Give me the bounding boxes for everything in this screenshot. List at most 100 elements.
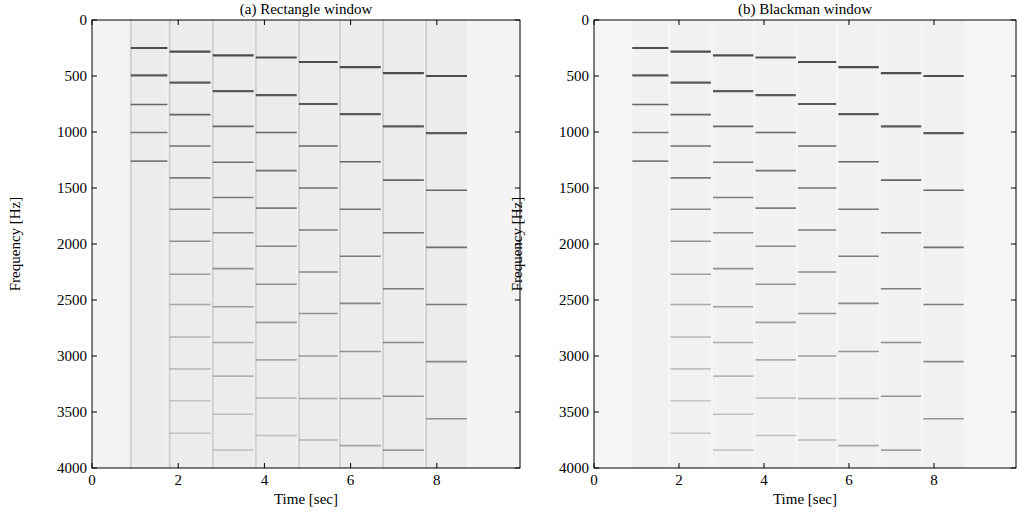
- tick: [594, 356, 599, 357]
- harmonic: [923, 75, 963, 77]
- harmonic: [713, 306, 753, 308]
- harmonic: [383, 125, 424, 127]
- harmonic: [881, 449, 921, 451]
- harmonic: [299, 439, 338, 441]
- tick: [1011, 188, 1016, 189]
- note-region: [256, 20, 297, 468]
- harmonic: [713, 90, 753, 92]
- tick: [92, 463, 93, 468]
- plot-background: [92, 20, 520, 468]
- harmonic: [881, 72, 921, 74]
- harmonic: [426, 418, 467, 420]
- tick-label: 1000: [57, 124, 87, 140]
- harmonic: [213, 197, 254, 199]
- harmonic: [383, 342, 424, 344]
- note-region: [881, 20, 921, 468]
- harmonic: [755, 170, 795, 172]
- harmonic: [670, 273, 710, 275]
- harmonic: [340, 303, 381, 305]
- note-region: [923, 20, 963, 468]
- harmonic: [713, 232, 753, 234]
- panel: 0500100015002000250030003500400002468(b)…: [509, 1, 1016, 507]
- harmonic: [213, 375, 254, 377]
- harmonic: [256, 207, 297, 209]
- tick: [92, 244, 97, 245]
- onset-streak: [212, 20, 214, 468]
- harmonic: [213, 268, 254, 270]
- tick: [92, 188, 97, 189]
- harmonic: [923, 132, 963, 134]
- onset-streak: [298, 20, 300, 468]
- harmonic: [340, 66, 381, 68]
- note-region: [838, 20, 878, 468]
- harmonic: [170, 50, 211, 52]
- harmonic: [170, 177, 211, 179]
- harmonic: [340, 161, 381, 163]
- harmonic: [299, 271, 338, 273]
- tick: [1011, 132, 1016, 133]
- y-axis-title: Frequency [Hz]: [7, 197, 23, 292]
- harmonic: [131, 74, 168, 76]
- tick-label: 3000: [559, 348, 589, 364]
- harmonic: [383, 232, 424, 234]
- tick: [92, 20, 93, 25]
- harmonic: [170, 114, 211, 116]
- harmonic: [670, 432, 710, 434]
- tick: [763, 463, 764, 468]
- harmonic: [755, 56, 795, 58]
- harmonic: [383, 396, 424, 398]
- harmonic: [213, 54, 254, 56]
- harmonic: [170, 368, 211, 370]
- harmonic: [426, 75, 467, 77]
- harmonic: [340, 256, 381, 258]
- marks: [632, 20, 963, 468]
- harmonic: [170, 273, 211, 275]
- harmonic: [299, 313, 338, 315]
- tick: [594, 132, 599, 133]
- harmonic: [713, 54, 753, 56]
- tick: [515, 300, 520, 301]
- harmonic: [670, 114, 710, 116]
- harmonic: [170, 400, 211, 402]
- harmonic: [670, 240, 710, 242]
- harmonic: [798, 61, 836, 63]
- tick-label: 4: [261, 472, 269, 488]
- harmonic: [755, 132, 795, 134]
- harmonic: [670, 50, 710, 52]
- tick: [1011, 356, 1016, 357]
- tick: [178, 463, 179, 468]
- x-axis-title: Time [sec]: [274, 491, 338, 507]
- harmonic: [632, 47, 668, 49]
- tick: [350, 463, 351, 468]
- harmonic: [881, 232, 921, 234]
- harmonic: [256, 322, 297, 324]
- tick-label: 2500: [559, 292, 589, 308]
- note-region: [340, 20, 381, 468]
- harmonic: [213, 306, 254, 308]
- tick-label: 3000: [57, 348, 87, 364]
- onset-streak: [425, 20, 427, 468]
- tick-label: 0: [590, 472, 598, 488]
- harmonic: [798, 398, 836, 400]
- tick: [1011, 244, 1016, 245]
- harmonic: [213, 90, 254, 92]
- tick: [1011, 468, 1016, 469]
- harmonic: [755, 322, 795, 324]
- harmonic: [299, 145, 338, 147]
- panel: 0500100015002000250030003500400002468(a)…: [7, 1, 520, 507]
- onset-streak: [339, 20, 341, 468]
- tick: [92, 300, 97, 301]
- tick: [594, 20, 599, 21]
- tick-label: 3500: [559, 404, 589, 420]
- harmonic: [838, 351, 878, 353]
- harmonic: [670, 400, 710, 402]
- tick: [515, 188, 520, 189]
- harmonic: [256, 132, 297, 134]
- harmonic: [340, 398, 381, 400]
- harmonic: [713, 268, 753, 270]
- plot-background: [594, 20, 1016, 468]
- tick: [933, 463, 934, 468]
- tick: [594, 412, 599, 413]
- harmonic: [923, 247, 963, 249]
- figure: 0500100015002000250030003500400002468(a)…: [0, 0, 1024, 529]
